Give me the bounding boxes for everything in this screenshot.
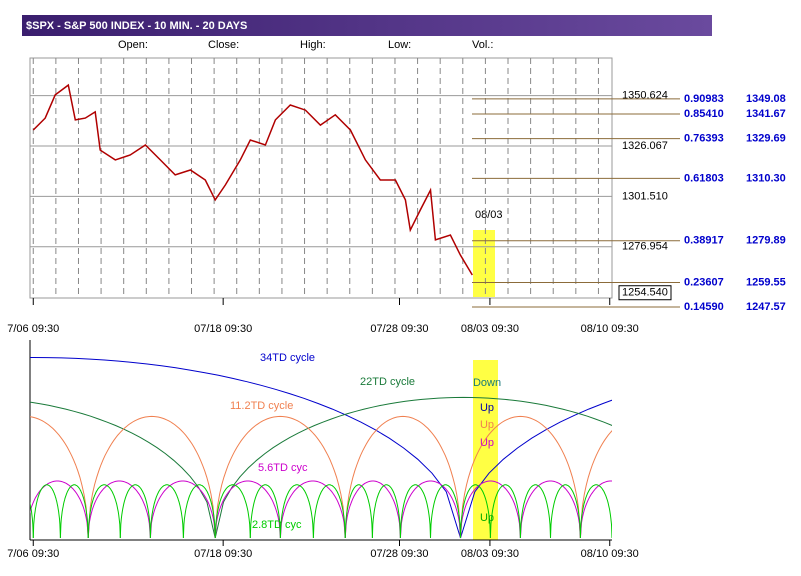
x-tick-label: 07/28 09:30 xyxy=(370,548,428,560)
cycle-arch xyxy=(579,484,612,539)
x-tick-label: 08/10 09:30 xyxy=(581,323,639,335)
cycle-arch xyxy=(344,480,401,539)
cycle-arch xyxy=(249,484,281,539)
y-tick-label: 1326.067 xyxy=(622,140,668,152)
cycle-arch xyxy=(399,484,431,539)
x-tick-label: 7/06 09:30 xyxy=(7,548,59,560)
highlight-box xyxy=(473,360,498,540)
fib-ratio: 0.38917 xyxy=(684,235,724,247)
cycle-arch xyxy=(579,430,612,539)
cycle-label: 5.6TD cyc xyxy=(258,462,308,474)
highlight-box xyxy=(473,230,495,297)
cycle-arch xyxy=(579,480,612,539)
cycle-arch xyxy=(182,484,216,539)
cycle-arch xyxy=(279,484,314,539)
cycle-arch xyxy=(30,416,89,539)
cycle-arch xyxy=(149,480,216,539)
cycle-arch xyxy=(489,484,521,539)
cycle-arch xyxy=(87,484,121,539)
cycle-arch xyxy=(460,415,581,539)
cycle-label: 11.2TD cycle xyxy=(230,400,293,412)
cycle-arch xyxy=(32,484,61,539)
cycle-arch xyxy=(279,480,346,539)
cycle-arch xyxy=(87,480,151,539)
cycle-arch xyxy=(460,399,612,539)
cycle-arch xyxy=(214,415,346,539)
column-label: Low: xyxy=(388,39,411,51)
cycle-arch xyxy=(119,484,151,539)
cycle-arch xyxy=(460,484,491,539)
fib-ratio: 0.85410 xyxy=(684,108,724,120)
fib-value: 1329.69 xyxy=(746,133,786,145)
fib-value: 1341.67 xyxy=(746,108,786,120)
fib-ratio: 0.76393 xyxy=(684,133,724,145)
y-tick-label: 1301.510 xyxy=(622,190,668,202)
signal-label: Up xyxy=(480,437,494,449)
x-tick-label: 7/06 09:30 xyxy=(7,323,59,335)
column-label: Open: xyxy=(118,39,148,51)
cycle-arch xyxy=(30,501,34,539)
cycle-arch xyxy=(399,480,461,539)
cycle-arch xyxy=(430,484,461,539)
cycle-arch xyxy=(550,484,581,539)
column-label: Vol.: xyxy=(472,39,493,51)
cycle-arch xyxy=(214,396,612,539)
signal-label: Up xyxy=(480,419,494,431)
column-label: Close: xyxy=(208,39,239,51)
last-price-label: 1254.540 xyxy=(622,287,668,299)
cycle-arch xyxy=(30,480,89,539)
column-label: High: xyxy=(300,39,326,51)
cycle-arch xyxy=(519,480,581,539)
cycle-arch xyxy=(371,484,401,539)
last-price-box xyxy=(618,285,672,301)
x-tick-label: 08/10 09:30 xyxy=(581,548,639,560)
y-tick-label: 1276.954 xyxy=(622,241,668,253)
fib-ratio: 0.14590 xyxy=(684,301,724,313)
x-tick-label: 08/03 09:30 xyxy=(461,548,519,560)
price-line xyxy=(32,83,473,276)
fib-value: 1259.55 xyxy=(746,276,786,288)
cycle-arch xyxy=(30,401,216,539)
fib-ratio: 0.23607 xyxy=(684,276,724,288)
cycle-arch xyxy=(149,484,184,539)
cycle-arch xyxy=(59,484,89,539)
cycle-label: 34TD cycle xyxy=(260,352,315,364)
header-bar xyxy=(22,15,712,36)
x-tick-label: 08/03 09:30 xyxy=(461,323,519,335)
fib-value: 1247.57 xyxy=(746,301,786,313)
cycle-label: 22TD cycle xyxy=(360,376,415,388)
cycle-arch xyxy=(312,484,346,539)
cycle-arch xyxy=(344,484,373,539)
cycle-arch xyxy=(214,480,281,539)
cycle-arch xyxy=(30,356,461,539)
y-tick-label: 1350.624 xyxy=(622,90,668,102)
fib-ratio: 0.61803 xyxy=(684,172,724,184)
signal-label: Down xyxy=(473,377,501,389)
annotation: 08/03 xyxy=(475,209,503,221)
cycle-arch xyxy=(87,415,216,539)
x-tick-label: 07/18 09:30 xyxy=(194,548,252,560)
signal-label: Up xyxy=(480,402,494,414)
cycle-arch xyxy=(460,480,521,539)
fib-value: 1349.08 xyxy=(746,93,786,105)
cycle-arch xyxy=(214,484,251,539)
fib-value: 1310.30 xyxy=(746,172,786,184)
x-tick-label: 07/18 09:30 xyxy=(194,323,252,335)
x-tick-label: 07/28 09:30 xyxy=(370,323,428,335)
signal-label: Up xyxy=(480,512,494,524)
cycle-arch xyxy=(519,484,551,539)
fib-ratio: 0.90983 xyxy=(684,93,724,105)
fib-value: 1279.89 xyxy=(746,235,786,247)
cycle-label: 2.8TD cyc xyxy=(252,519,302,531)
cycle-arch xyxy=(344,415,461,539)
chart-title: $SPX - S&P 500 INDEX - 10 MIN. - 20 DAYS xyxy=(26,20,247,32)
